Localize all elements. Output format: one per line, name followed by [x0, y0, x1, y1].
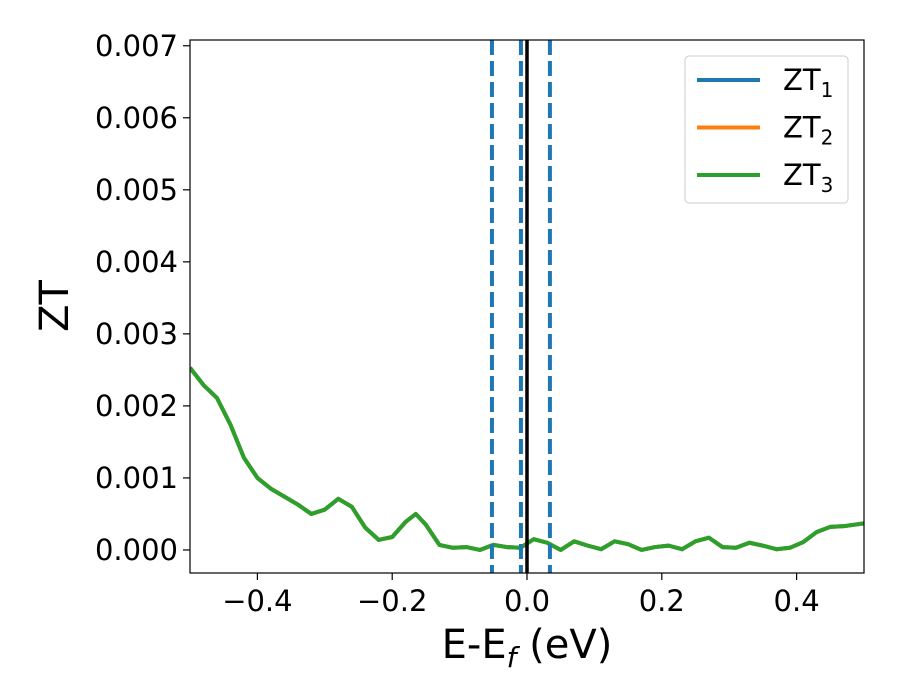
y-tick-label: 0.007 — [95, 29, 178, 63]
y-tick-label: 0.002 — [95, 389, 178, 423]
legend-name: ZT — [783, 111, 821, 145]
x-tick-label: 0.2 — [639, 584, 685, 618]
legend-label: ZT2 — [783, 111, 833, 150]
x-tick-label: 0.4 — [774, 584, 820, 618]
y-tick-label: 0.003 — [95, 317, 178, 351]
y-tick-label: 0.006 — [95, 101, 178, 135]
plot-frame — [189, 39, 865, 574]
legend-subscript: 2 — [821, 126, 834, 150]
y-axis-label: ZT — [32, 280, 78, 332]
legend-box — [684, 55, 849, 204]
y-tick-label: 0.001 — [95, 461, 178, 495]
legend-name: ZT — [783, 63, 821, 97]
y-tick-label: 0.000 — [95, 533, 178, 567]
x-label-rest: (eV) — [516, 622, 612, 668]
y-tick-label: 0.004 — [95, 245, 178, 279]
legend-label: ZT1 — [783, 63, 833, 102]
x-tick-label: −0.2 — [357, 584, 427, 618]
legend-label: ZT3 — [783, 158, 833, 197]
legend-subscript: 3 — [821, 173, 834, 197]
x-tick-label: 0.0 — [504, 584, 550, 618]
y-tick-label: 0.005 — [95, 173, 178, 207]
x-label-main: E-E — [442, 622, 507, 668]
x-axis-label: E-Ef (eV) — [442, 622, 613, 674]
x-tick-label: −0.4 — [222, 584, 292, 618]
legend-subscript: 1 — [821, 78, 834, 102]
legend-name: ZT — [783, 158, 821, 192]
